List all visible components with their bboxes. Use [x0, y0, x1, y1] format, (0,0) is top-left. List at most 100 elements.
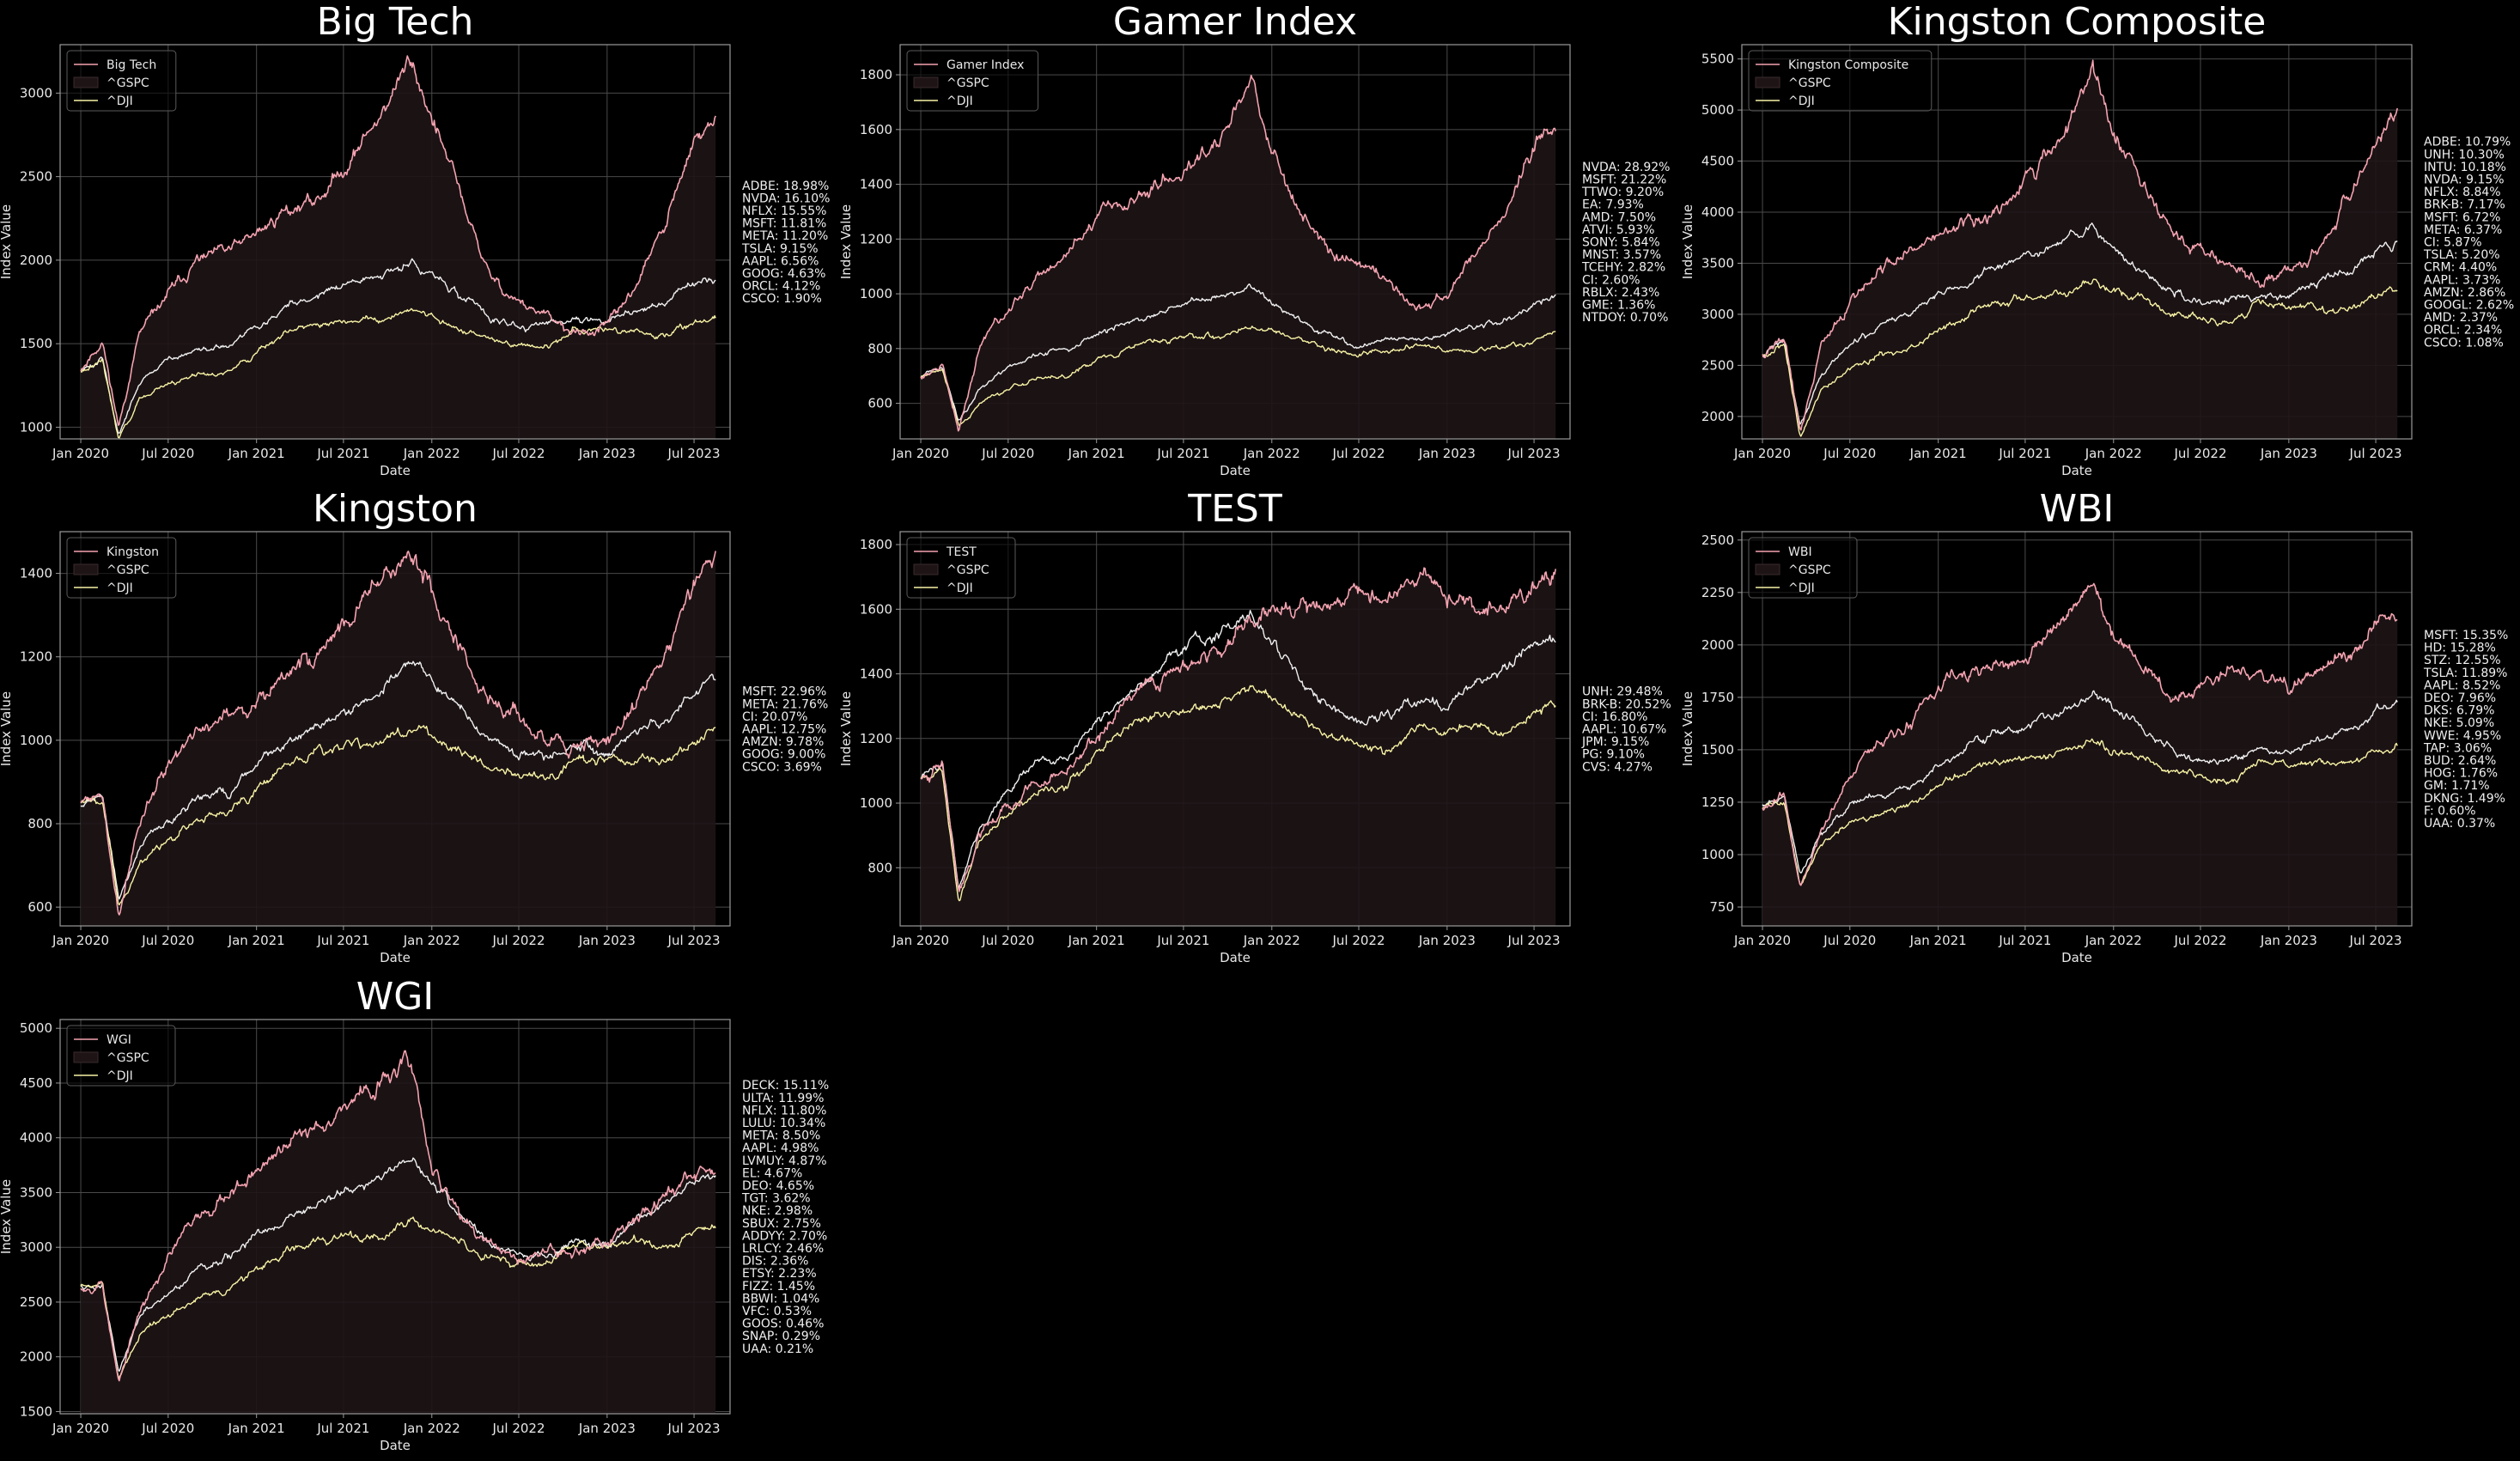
weight-label: TCEHY: 2.82% — [1581, 261, 1665, 275]
x-tick-label: Jul 2021 — [316, 1421, 369, 1436]
weight-label: TAP: 3.06% — [2423, 741, 2492, 755]
weight-label: SONY: 5.84% — [1582, 236, 1660, 250]
weight-label: DEO: 7.96% — [2424, 691, 2496, 705]
weight-label: BRK-B: 20.52% — [1582, 697, 1671, 711]
x-tick-label: Jul 2023 — [2349, 446, 2402, 461]
weight-label: SBUX: 2.75% — [742, 1217, 821, 1231]
legend-entry: ^DJI — [1788, 94, 1815, 108]
legend-box — [66, 50, 177, 112]
plot-frame — [1741, 531, 2413, 927]
x-tick-label: Jan 2020 — [1733, 933, 1791, 948]
y-tick-label: 1250 — [1701, 794, 1734, 810]
x-tick-label: Jan 2020 — [52, 446, 109, 461]
weight-label: NFLX: 11.80% — [742, 1104, 826, 1117]
x-axis-label: Date — [1220, 950, 1251, 965]
y-tick-label: 2250 — [1701, 585, 1734, 600]
legend-entry: ^DJI — [1788, 581, 1815, 595]
weight-label: CI: 2.60% — [1582, 273, 1640, 287]
series-line-dji — [80, 307, 716, 439]
x-tick-label: Jan 2022 — [2085, 446, 2142, 461]
x-tick-label: Jul 2020 — [141, 1421, 194, 1436]
weight-label: DECK: 15.11% — [742, 1079, 829, 1093]
series-line-dji — [920, 326, 1556, 427]
x-tick-label: Jul 2022 — [491, 446, 545, 461]
y-tick-label: 1200 — [20, 649, 52, 665]
x-tick-label: Jan 2023 — [2260, 933, 2317, 948]
y-axis-label: Index Value — [1680, 691, 1695, 766]
legend-swatch — [73, 76, 99, 88]
weight-label: ATVI: 5.93% — [1582, 223, 1654, 237]
weight-label: BRK-B: 7.17% — [2424, 198, 2505, 212]
area-fill — [1762, 60, 2398, 439]
y-axis-label: Index Value — [0, 691, 14, 766]
x-tick-label: Jan 2021 — [228, 446, 285, 461]
x-tick-label: Jan 2021 — [228, 1421, 285, 1436]
x-axis-label: Date — [380, 950, 411, 965]
weight-label: ULTA: 11.99% — [742, 1092, 824, 1105]
y-tick-label: 1000 — [20, 733, 52, 748]
x-tick-label: Jul 2022 — [2173, 933, 2226, 948]
x-tick-label: Jan 2022 — [403, 933, 460, 948]
weight-label: CI: 20.07% — [742, 710, 807, 724]
legend-swatch — [1755, 76, 1780, 88]
weight-label: TSLA: 9.15% — [741, 242, 819, 256]
weight-label: AMD: 2.37% — [2424, 311, 2498, 325]
plot-frame — [899, 44, 1571, 440]
chart-panel-2: Kingston Composite Jan 2020 Jul 2020 Jan 20… — [1680, 0, 2514, 478]
x-tick-label: Jan 2021 — [1068, 933, 1125, 948]
legend-entry: WBI — [1788, 545, 1812, 559]
x-tick-label: Jul 2022 — [2173, 446, 2226, 461]
legend-entry: ^GSPC — [107, 76, 149, 90]
weight-label: AAPL: 3.73% — [2424, 273, 2500, 287]
weight-label: AAPL: 10.67% — [1582, 723, 1666, 737]
y-tick-label: 1200 — [860, 231, 892, 247]
x-tick-label: Jan 2021 — [1068, 446, 1125, 461]
x-tick-label: Jan 2022 — [403, 446, 460, 461]
weight-label: META: 11.20% — [742, 229, 828, 243]
weight-label: CSCO: 1.90% — [742, 292, 822, 306]
series-layer — [80, 55, 716, 439]
y-tick-label: 3500 — [20, 1184, 52, 1200]
weight-label: WWE: 4.95% — [2424, 729, 2501, 743]
series-line-dji — [80, 725, 716, 906]
weight-label: LRLCY: 2.46% — [742, 1242, 824, 1256]
x-tick-label: Jan 2023 — [578, 1421, 636, 1436]
weight-label: ADBE: 10.79% — [2424, 136, 2511, 149]
weight-label: JPM: 9.15% — [1581, 735, 1649, 749]
weight-label: TSLA: 5.20% — [2423, 248, 2500, 262]
y-tick-label: 5500 — [1701, 52, 1734, 67]
y-tick-label: 1800 — [860, 67, 892, 82]
weight-label: MSFT: 6.72% — [2424, 210, 2500, 224]
y-tick-label: 2000 — [20, 253, 52, 268]
legend-box — [1748, 537, 1858, 599]
x-tick-label: Jan 2023 — [578, 933, 636, 948]
weight-label: AAPL: 6.56% — [742, 254, 819, 268]
chart-panel-4: TEST Jan 2020 Jul 2020 Jan 2021 Jul 2021 Jan … — [838, 487, 1671, 965]
legend-box — [66, 1025, 176, 1087]
weight-label: LVMUY: 4.87% — [742, 1154, 827, 1168]
weight-label: NVDA: 28.92% — [1582, 161, 1670, 174]
plot-frame — [59, 44, 731, 440]
legend-entry: Kingston — [107, 545, 159, 559]
weight-label: AMZN: 2.86% — [2424, 286, 2505, 300]
x-tick-label: Jul 2021 — [1156, 933, 1209, 948]
weight-label: F: 0.60% — [2424, 804, 2476, 818]
x-tick-label: Jul 2023 — [1507, 933, 1561, 948]
legend-entry: ^GSPC — [107, 563, 149, 577]
chart-panel-3: Kingston Jan 2020 Jul 2020 Jan 2021 Jul 2021… — [0, 487, 828, 965]
area-fill — [1762, 583, 2398, 926]
series-layer — [80, 1050, 716, 1414]
y-tick-label: 1200 — [860, 731, 892, 746]
weight-label: BBWI: 1.04% — [742, 1292, 819, 1306]
series-line-index — [80, 551, 716, 916]
x-tick-label: Jan 2023 — [1418, 933, 1476, 948]
x-tick-label: Jan 2020 — [52, 933, 109, 948]
y-axis-label: Index Value — [0, 204, 14, 279]
x-tick-label: Jul 2023 — [667, 1421, 721, 1436]
x-tick-label: Jan 2023 — [578, 446, 636, 461]
legend-entry: ^DJI — [107, 94, 133, 108]
weight-label: META: 8.50% — [742, 1129, 820, 1143]
y-tick-label: 600 — [867, 396, 892, 411]
weight-label: MSFT: 15.35% — [2424, 629, 2508, 642]
weight-label: ORCL: 2.34% — [2424, 324, 2502, 338]
